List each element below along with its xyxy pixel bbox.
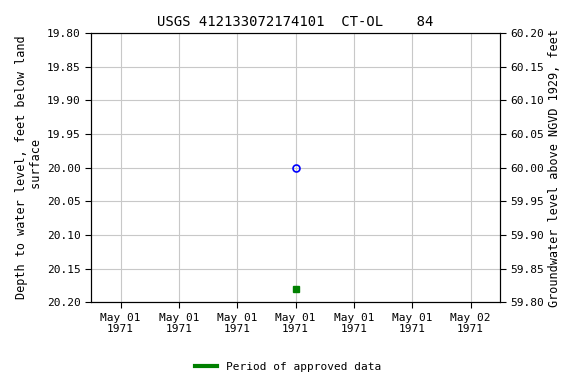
Legend: Period of approved data: Period of approved data — [191, 358, 385, 377]
Y-axis label: Depth to water level, feet below land
 surface: Depth to water level, feet below land su… — [15, 36, 43, 300]
Title: USGS 412133072174101  CT-OL    84: USGS 412133072174101 CT-OL 84 — [157, 15, 434, 29]
Y-axis label: Groundwater level above NGVD 1929, feet: Groundwater level above NGVD 1929, feet — [548, 29, 561, 306]
